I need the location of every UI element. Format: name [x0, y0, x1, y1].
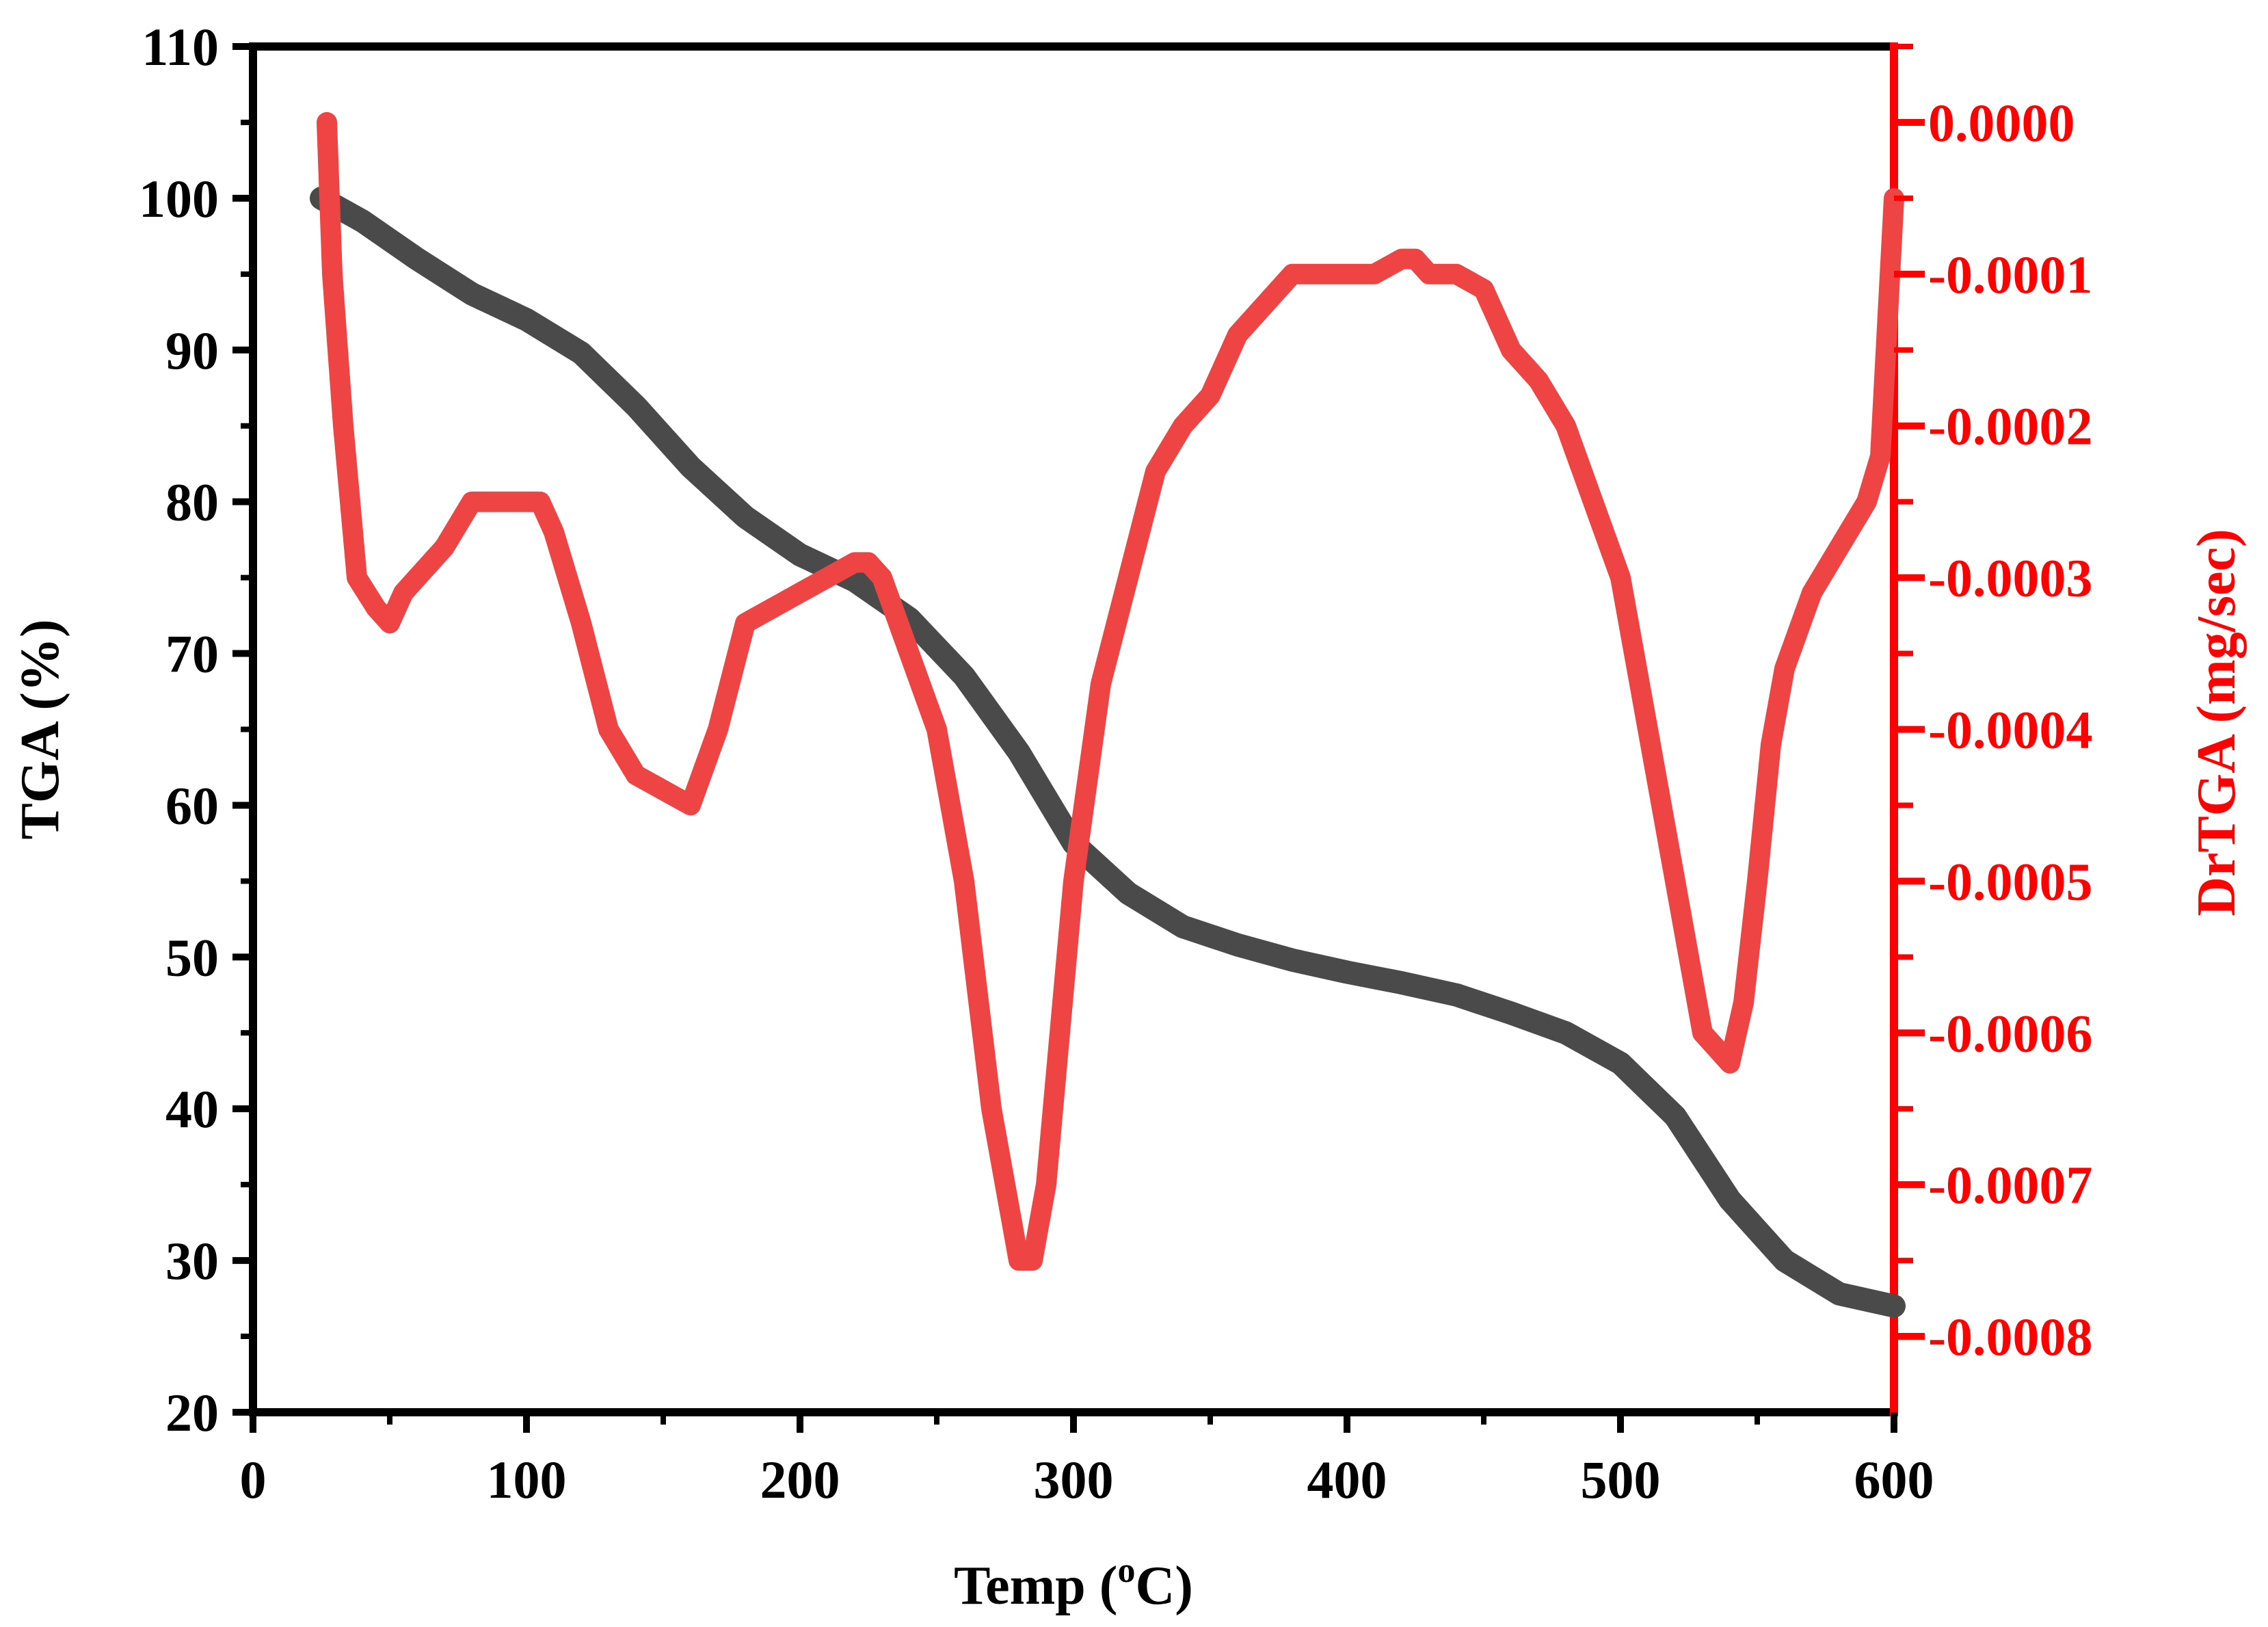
y-left-tick-label: 80: [165, 473, 219, 532]
x-tick-label: 500: [1581, 1450, 1661, 1509]
y-right-tick-label: -0.0001: [1928, 245, 2092, 304]
drtga-series-line: [317, 111, 1904, 1271]
y-right-axis-title: DrTGA (mg/sec): [2187, 529, 2247, 916]
x-tick-label: 600: [1854, 1450, 1934, 1509]
y-left-tick-label: 100: [139, 169, 219, 228]
y-right-tick-label: -0.0002: [1928, 397, 2092, 456]
x-tick-label: 300: [1034, 1450, 1114, 1509]
y-right-tick-label: 0.0000: [1928, 93, 2075, 153]
labels-layer: 0 100 200 300 400 500 600 20 30 40 50 60 70 80 90 100 11…: [10, 17, 2247, 1616]
y-left-tick-label: 50: [165, 927, 219, 987]
y-right-tick-label: -0.0008: [1928, 1307, 2092, 1366]
y-left-tick-label: 60: [165, 776, 219, 835]
y-left-tick-label: 90: [165, 321, 219, 380]
x-tick-label: 200: [760, 1450, 840, 1509]
y-right-tick-label: -0.0003: [1928, 548, 2092, 608]
x-axis-title: Temp (oC): [954, 1551, 1193, 1616]
y-right-tick-label: -0.0006: [1928, 1003, 2092, 1063]
y-right-tick-label: -0.0005: [1928, 851, 2092, 911]
x-tick-label: 400: [1307, 1450, 1387, 1509]
tga-series-line: [310, 186, 1906, 1318]
y-right-tick-label: -0.0004: [1928, 700, 2092, 760]
y-right-tick-label: -0.0007: [1928, 1155, 2092, 1215]
y-left-tick-label: 40: [165, 1079, 219, 1139]
y-left-tick-label: 20: [165, 1383, 219, 1442]
y-left-tick-label: 110: [142, 17, 219, 77]
y-left-tick-label: 30: [165, 1231, 219, 1291]
x-tick-label: 0: [240, 1450, 267, 1509]
series-layer: [310, 111, 1906, 1318]
y-left-axis-title: TGA (%): [10, 619, 70, 839]
ticks-layer: [232, 43, 1925, 1433]
x-tick-label: 100: [487, 1450, 567, 1509]
y-left-tick-label: 70: [165, 624, 219, 684]
